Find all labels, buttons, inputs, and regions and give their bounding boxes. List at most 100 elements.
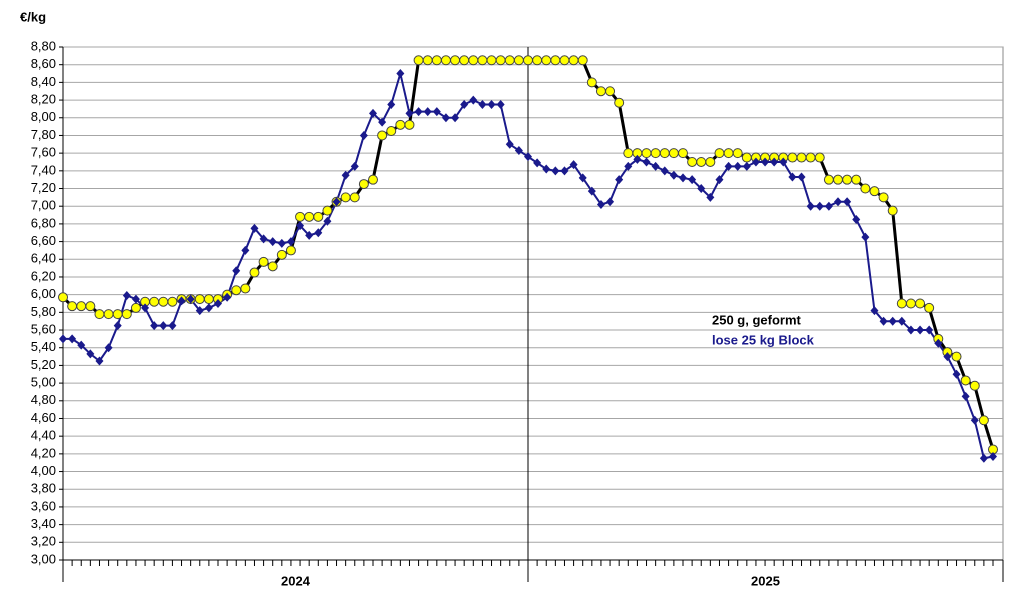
marker bbox=[605, 86, 616, 97]
marker bbox=[814, 152, 825, 163]
marker bbox=[705, 156, 716, 167]
marker bbox=[267, 261, 278, 272]
marker bbox=[761, 157, 770, 167]
marker bbox=[943, 352, 952, 362]
marker bbox=[595, 86, 606, 97]
marker bbox=[668, 148, 679, 159]
marker bbox=[323, 216, 332, 226]
marker bbox=[796, 152, 807, 163]
y-tick-label: 8,80 bbox=[31, 38, 56, 53]
marker bbox=[688, 175, 697, 185]
marker bbox=[861, 232, 870, 242]
marker bbox=[577, 55, 588, 66]
marker bbox=[969, 380, 980, 391]
marker bbox=[296, 221, 305, 231]
marker bbox=[131, 294, 140, 304]
marker bbox=[259, 234, 268, 244]
marker bbox=[358, 179, 369, 190]
marker bbox=[568, 55, 579, 66]
marker bbox=[386, 126, 397, 137]
marker bbox=[596, 199, 605, 209]
marker bbox=[158, 296, 169, 307]
y-tick-label: 7,00 bbox=[31, 198, 56, 213]
marker bbox=[642, 157, 651, 167]
marker bbox=[505, 139, 514, 149]
marker bbox=[806, 201, 815, 211]
marker bbox=[979, 453, 988, 463]
marker bbox=[924, 302, 935, 313]
year-label: 2024 bbox=[281, 573, 311, 588]
y-tick-label: 7,60 bbox=[31, 145, 56, 160]
marker bbox=[905, 298, 916, 309]
marker bbox=[58, 292, 68, 303]
marker bbox=[524, 152, 532, 162]
marker bbox=[478, 99, 487, 109]
marker bbox=[460, 99, 469, 109]
marker bbox=[76, 301, 87, 312]
marker bbox=[240, 283, 251, 294]
marker bbox=[660, 166, 669, 176]
marker bbox=[414, 107, 423, 117]
marker bbox=[687, 156, 698, 167]
marker bbox=[714, 148, 725, 159]
marker bbox=[186, 294, 195, 304]
marker bbox=[569, 160, 578, 170]
marker bbox=[241, 245, 250, 255]
marker bbox=[441, 113, 450, 123]
marker bbox=[787, 152, 798, 163]
plot-area bbox=[62, 46, 1004, 561]
marker bbox=[770, 157, 779, 167]
marker bbox=[741, 152, 752, 163]
marker bbox=[322, 205, 333, 216]
y-tick-label: 6,60 bbox=[31, 233, 56, 248]
y-tick-label: 6,80 bbox=[31, 215, 56, 230]
marker bbox=[86, 349, 95, 359]
y-tick-label: 4,00 bbox=[31, 463, 56, 478]
marker bbox=[396, 69, 405, 79]
marker bbox=[122, 291, 131, 301]
marker bbox=[305, 230, 314, 240]
y-tick-label: 6,40 bbox=[31, 251, 56, 266]
y-tick-label: 5,40 bbox=[31, 339, 56, 354]
marker bbox=[285, 245, 296, 256]
marker bbox=[377, 130, 388, 141]
marker bbox=[431, 55, 442, 66]
y-tick-label: 7,40 bbox=[31, 162, 56, 177]
marker bbox=[167, 296, 178, 307]
marker bbox=[805, 152, 816, 163]
marker bbox=[150, 321, 159, 331]
marker bbox=[870, 306, 879, 316]
marker bbox=[469, 95, 478, 105]
marker bbox=[59, 334, 67, 344]
marker bbox=[723, 148, 734, 159]
marker bbox=[970, 415, 979, 425]
marker bbox=[368, 174, 378, 185]
marker bbox=[897, 316, 906, 326]
marker bbox=[706, 192, 715, 202]
marker bbox=[369, 108, 377, 118]
marker bbox=[378, 117, 387, 127]
marker bbox=[842, 174, 853, 185]
marker bbox=[440, 55, 451, 66]
y-tick-label: 4,80 bbox=[31, 392, 56, 407]
marker bbox=[395, 119, 406, 130]
marker bbox=[121, 309, 132, 320]
marker bbox=[614, 97, 625, 108]
marker bbox=[533, 158, 542, 168]
marker bbox=[532, 55, 543, 66]
marker bbox=[195, 306, 204, 316]
marker bbox=[141, 303, 150, 313]
marker bbox=[651, 161, 660, 171]
marker bbox=[350, 161, 359, 171]
marker bbox=[641, 148, 652, 159]
marker bbox=[697, 184, 706, 194]
marker bbox=[978, 415, 989, 426]
marker bbox=[797, 172, 806, 182]
marker bbox=[578, 173, 587, 183]
marker bbox=[514, 145, 523, 155]
marker bbox=[715, 175, 724, 185]
marker bbox=[340, 192, 351, 203]
marker bbox=[486, 55, 497, 66]
marker bbox=[678, 148, 688, 159]
marker bbox=[751, 157, 760, 167]
